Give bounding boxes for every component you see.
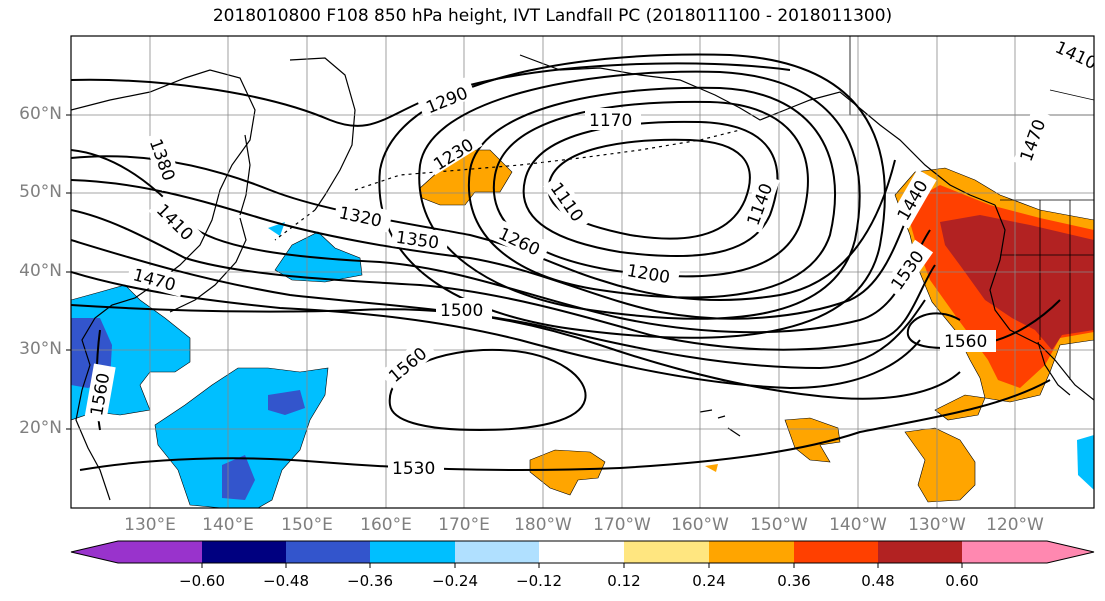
colorbar-tick-label: −0.12 xyxy=(516,572,562,590)
contour-1470 xyxy=(71,271,921,390)
lon-label-160e: 160°E xyxy=(360,515,412,535)
contour-1500 xyxy=(71,304,961,400)
aleutian-islands xyxy=(354,129,741,191)
contour-1260 xyxy=(378,53,886,339)
ivt-positive-shading xyxy=(419,149,1094,503)
contour-1530 xyxy=(79,379,1051,471)
contour-1200 xyxy=(467,86,836,299)
baja-coastline xyxy=(1037,341,1071,396)
ivt-negative-shading xyxy=(71,222,1094,508)
colorbar-tick-label: 0.60 xyxy=(945,572,979,590)
lon-label-140e: 140°E xyxy=(202,515,254,535)
japan-coastline xyxy=(169,217,247,313)
canada-us-border xyxy=(849,36,1094,201)
lon-label-120w: 120°W xyxy=(986,515,1044,535)
contour-label-1320: 1320 xyxy=(337,203,383,232)
map-title: 2018010800 F108 850 hPa height, IVT Land… xyxy=(212,6,893,26)
colorbar-tick-label: 0.48 xyxy=(861,572,895,590)
lat-label-20n: 20°N xyxy=(19,418,62,438)
colorbar-tick-marks xyxy=(201,563,963,568)
contour-1110 xyxy=(547,138,751,240)
contour-label-1170: 1170 xyxy=(589,111,632,131)
north-america-coastline xyxy=(989,204,1094,401)
colorbar-bin-deepskyblue xyxy=(370,541,456,563)
colorbar-tick-label: −0.36 xyxy=(347,572,393,590)
lon-label-150w: 150°W xyxy=(750,515,808,535)
colorbar-bin-lightblue xyxy=(455,541,540,563)
lon-label-160w: 160°W xyxy=(671,515,729,535)
ivt-pos-hawaii-region xyxy=(529,449,606,496)
lon-label-170w: 170°W xyxy=(593,515,651,535)
contour-1560-closed xyxy=(388,348,587,432)
colorbar-bin-darkred xyxy=(878,541,963,563)
colorbar-bin-pink xyxy=(962,541,1047,563)
kamchatka-coastline xyxy=(289,57,356,211)
colorbar-tick-label: 0.24 xyxy=(692,572,726,590)
lat-label-30n: 30°N xyxy=(19,339,62,359)
ivt-pos-west-coast-core xyxy=(940,215,1094,350)
map-area: 1290 1230 1170 1380 1410 1320 1350 1260 … xyxy=(71,36,1094,508)
ivt-neg-east-edge-region xyxy=(1077,435,1094,490)
colorbar-extend-low xyxy=(71,541,118,563)
colorbar-bin-redorange xyxy=(794,541,879,563)
lon-label-180w: 180°W xyxy=(514,515,572,535)
asia-coastline xyxy=(71,69,256,501)
colorbar xyxy=(70,540,1095,568)
colorbar-extend-high xyxy=(1047,541,1094,563)
lon-label-150e: 150°E xyxy=(281,515,333,535)
lat-label-50n: 50°N xyxy=(19,182,62,202)
colorbar-bin-yellow xyxy=(624,541,710,563)
sakhalin-coastline xyxy=(239,134,251,216)
contour-label-1530-south: 1530 xyxy=(392,459,435,479)
contour-1440 xyxy=(71,239,926,370)
contour-labels: 1290 1230 1170 1380 1410 1320 1350 1260 … xyxy=(84,36,1094,479)
colorbar-tick-label: 0.12 xyxy=(607,572,641,590)
ivt-pos-subtropical-east-region xyxy=(904,427,976,503)
hawaii-islands xyxy=(699,409,741,437)
ivt-neg-subtropics-core-a xyxy=(268,390,305,415)
lat-label-40n: 40°N xyxy=(19,261,62,281)
contour-1350 xyxy=(71,179,921,320)
colorbar-bin-blue xyxy=(286,541,371,563)
lat-label-60n: 60°N xyxy=(19,104,62,124)
ivt-neg-subtropics-core-b xyxy=(222,455,255,500)
contour-label-1560-east: 1560 xyxy=(944,332,987,352)
contour-label-1500: 1500 xyxy=(440,301,483,321)
contour-1290 xyxy=(71,62,791,127)
colorbar-bin-navy xyxy=(202,541,287,563)
lat-tick-marks xyxy=(66,114,71,430)
ivt-neg-japan-east-fringe xyxy=(268,222,285,236)
ivt-pos-small-spot xyxy=(705,464,718,472)
height-contours xyxy=(71,53,1061,471)
colorbar-bin-orange xyxy=(709,541,795,563)
colorbar-tick-label: −0.48 xyxy=(263,572,309,590)
lon-label-130w: 130°W xyxy=(908,515,966,535)
contour-1230 xyxy=(418,70,861,320)
contour-1410 xyxy=(71,209,936,351)
lon-label-140w: 140°W xyxy=(829,515,887,535)
colorbar-outline xyxy=(70,540,1095,564)
colorbar-tick-label: 0.36 xyxy=(777,572,811,590)
kuril-islands xyxy=(274,209,316,241)
colorbar-bin-purple xyxy=(118,541,203,563)
lon-label-130e: 130°E xyxy=(124,515,176,535)
lon-label-170e: 170°E xyxy=(438,515,490,535)
colorbar-tick-label: −0.24 xyxy=(432,572,478,590)
colorbar-tick-label: −0.60 xyxy=(179,572,225,590)
colorbar-bin-white xyxy=(539,541,625,563)
